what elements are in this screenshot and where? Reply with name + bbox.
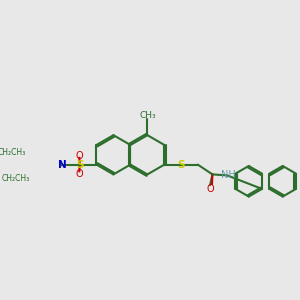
Text: CH₂CH₃: CH₂CH₃ <box>2 174 30 183</box>
Text: O: O <box>76 169 83 179</box>
Text: NH: NH <box>221 170 236 180</box>
Text: CH₃: CH₃ <box>139 111 156 120</box>
Text: O: O <box>206 184 214 194</box>
Text: CH₂CH₃: CH₂CH₃ <box>0 148 26 157</box>
Text: N: N <box>58 160 67 170</box>
Text: S: S <box>76 160 83 170</box>
Text: S: S <box>177 160 185 170</box>
Text: O: O <box>76 151 83 160</box>
